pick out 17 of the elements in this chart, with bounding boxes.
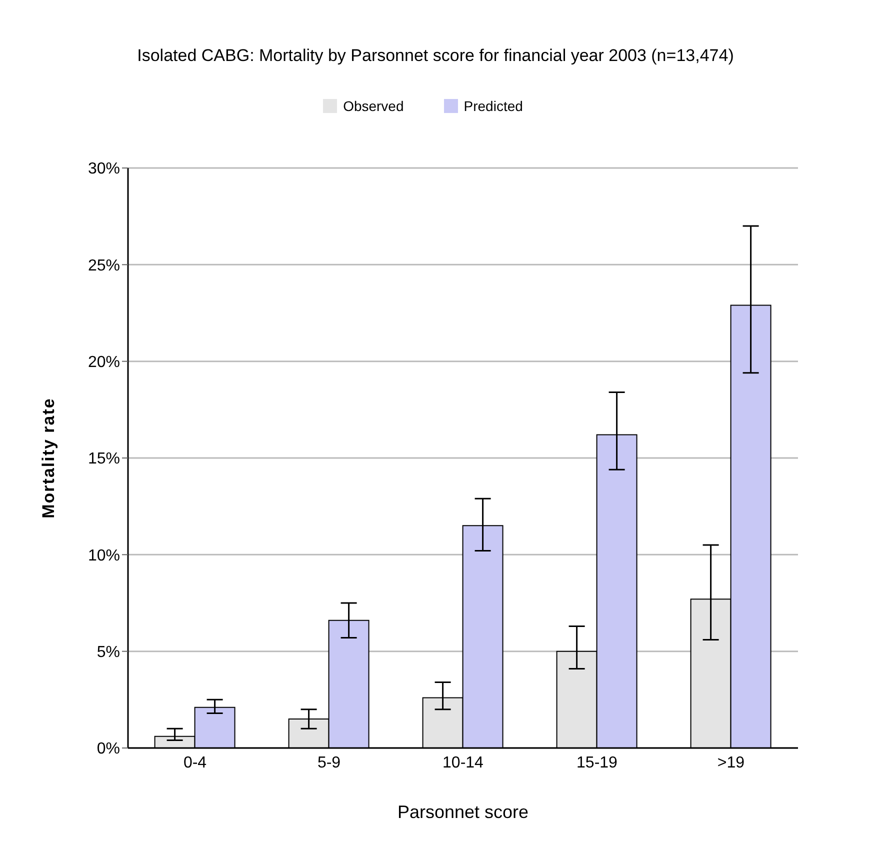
x-tick-label: 10-14 — [442, 754, 484, 772]
x-tick-label: 5-9 — [317, 754, 341, 772]
y-tick-label: 0% — [96, 740, 120, 758]
y-tick-label: 25% — [88, 257, 120, 274]
x-tick-label: 0-4 — [183, 754, 207, 772]
y-tick-label: 10% — [88, 547, 120, 564]
y-tick-label: 5% — [96, 644, 120, 662]
legend-label: Predicted — [464, 98, 523, 114]
y-tick-label: 30% — [88, 160, 120, 178]
legend-label: Observed — [343, 98, 404, 114]
x-tick-label: 15-19 — [576, 754, 618, 772]
x-axis-title: Parsonnet score — [397, 802, 529, 822]
y-tick-label: 15% — [88, 450, 120, 468]
x-tick-label: >19 — [717, 754, 745, 772]
chart-title: Isolated CABG: Mortality by Parsonnet score for financial year 2003 (n=13,474) — [136, 46, 735, 66]
y-axis-title: Mortality rate — [39, 398, 58, 518]
y-tick-label: 20% — [88, 354, 120, 372]
